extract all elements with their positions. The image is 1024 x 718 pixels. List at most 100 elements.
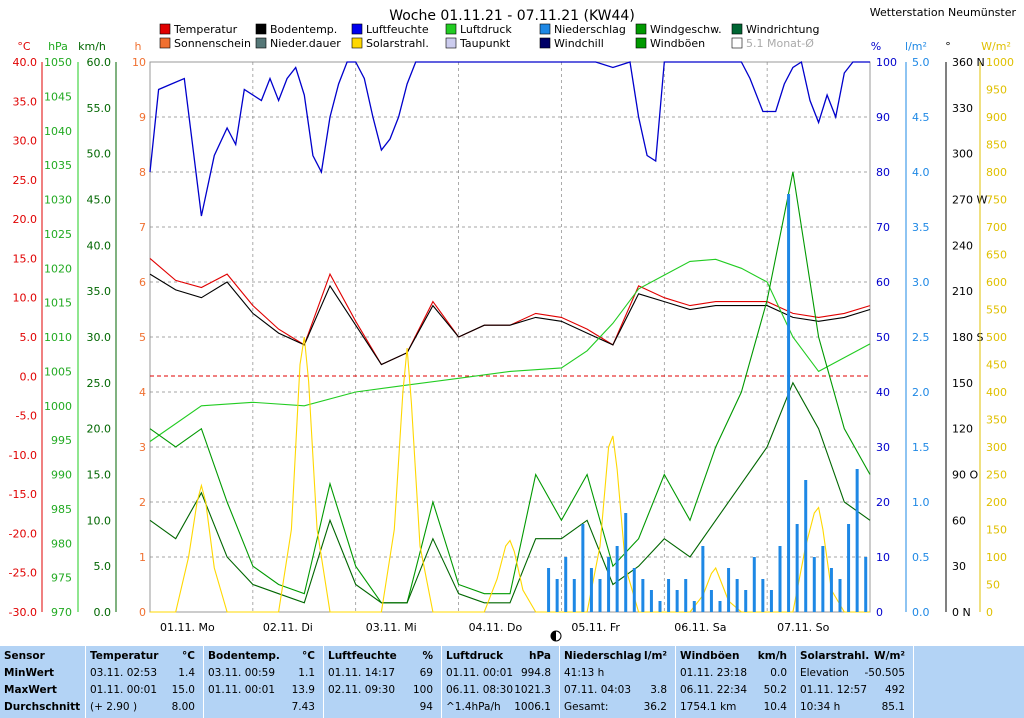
- moon-icon: [550, 630, 562, 642]
- stats-row: 41:13 h: [564, 665, 671, 682]
- legend-swatch: [351, 23, 363, 35]
- stats-label: 01.11. 00:01: [446, 667, 513, 679]
- wind-tick-label: 40.0: [87, 239, 112, 252]
- legend-swatch: [159, 37, 171, 49]
- precipitation-bar: [847, 524, 851, 612]
- stats-value: hPa: [529, 650, 551, 662]
- stats-label: Luftfeuchte: [328, 650, 397, 662]
- legend-item: Windrichtung: [731, 23, 819, 36]
- day-label: 06.11. Sa: [674, 621, 726, 634]
- legend-swatch: [445, 23, 457, 35]
- solar-tick-label: 200: [986, 496, 1007, 509]
- precipitation-bar: [855, 469, 859, 612]
- stats-row: Windböen km/h: [680, 648, 791, 665]
- stats-row: 7.43: [208, 699, 319, 716]
- stats-min-label: MinWert: [4, 667, 55, 679]
- solar-tick-label: 750: [986, 194, 1007, 207]
- stats-label: 10:34 h: [800, 701, 841, 713]
- legend-label: Windrichtung: [746, 23, 819, 36]
- stats-value: -50.505: [864, 667, 905, 679]
- pressure-tick-label: 990: [51, 469, 72, 482]
- solar-tick-label: 700: [986, 221, 1007, 234]
- wind-tick-label: 60.0: [87, 56, 112, 69]
- rain-tick-label: 5.0: [912, 56, 930, 69]
- precipitation-bar: [795, 524, 799, 612]
- stats-label: 01.11. 00:01: [208, 684, 275, 696]
- legend-item: Sonnenschein: [159, 37, 251, 50]
- series-line: [149, 258, 871, 442]
- stats-label: (+ 2.90 ): [90, 701, 138, 713]
- dir-tick-label: 60: [952, 514, 966, 527]
- stats-label: ^1.4hPa/h: [446, 701, 501, 713]
- rain-tick-label: 4.0: [912, 166, 930, 179]
- stats-column: Bodentemp. °C 03.11. 00:59 1.1 01.11. 00:01 1…: [204, 646, 324, 718]
- stats-label: 01.11. 12:57: [800, 684, 867, 696]
- solar-axis-unit: W/m²: [981, 40, 1011, 53]
- humidity-tick-label: 40: [876, 386, 890, 399]
- stats-row: Elevation -50.505: [800, 665, 909, 682]
- solar-tick-label: 400: [986, 386, 1007, 399]
- temp-tick-label: 10.0: [13, 292, 38, 305]
- rain-tick-label: 4.5: [912, 111, 930, 124]
- precipitation-bar: [769, 590, 773, 612]
- day-label: 01.11. Mo: [160, 621, 215, 634]
- chart-legend: Temperatur Bodentemp. Luftfeuchte Luftdruck…: [159, 23, 819, 50]
- temp-tick-label: -25.0: [9, 567, 37, 580]
- x-axis-labels: 01.11. Mo 02.11. Di 03.11. Mi 04.11. Do 05.1…: [160, 621, 830, 634]
- stats-value: 8.00: [171, 701, 195, 713]
- temp-tick-label: 25.0: [13, 174, 38, 187]
- precipitation-bar: [829, 568, 833, 612]
- legend-item: Taupunkt: [445, 37, 511, 50]
- stats-row: 01.11. 00:01 13.9: [208, 682, 319, 699]
- legend-swatch: [539, 23, 551, 35]
- pressure-tick-label: 995: [51, 434, 72, 447]
- precipitation-bar: [812, 557, 816, 612]
- day-label: 02.11. Di: [263, 621, 313, 634]
- series-line: [149, 60, 870, 217]
- stats-label: 03.11. 02:53: [90, 667, 157, 679]
- stats-value: °C: [302, 650, 315, 662]
- rain-axis-unit: l/m²: [905, 40, 927, 53]
- precipitation-bar: [581, 524, 585, 612]
- stats-row: 1754.1 km 10.4: [680, 699, 791, 716]
- stats-row: 02.11. 09:30 100: [328, 682, 437, 699]
- pressure-tick-label: 1020: [44, 262, 72, 275]
- precipitation-bar: [787, 194, 791, 612]
- legend-swatch: [159, 23, 171, 35]
- stats-row: 01.11. 14:17 69: [328, 665, 437, 682]
- precipitation-bar: [821, 546, 825, 612]
- pressure-tick-label: 1035: [44, 159, 72, 172]
- rain-tick-label: 2.0: [912, 386, 930, 399]
- stats-label: Elevation: [800, 667, 849, 679]
- stats-row: Gesamt: 36.2: [564, 699, 671, 716]
- stats-label: Solarstrahl.: [800, 650, 870, 662]
- legend-item: Luftdruck: [445, 23, 512, 36]
- solar-tick-label: 500: [986, 331, 1007, 344]
- temp-tick-label: -5.0: [16, 410, 37, 423]
- hours-tick-label: 10: [132, 56, 146, 69]
- stats-value: 15.0: [171, 684, 195, 696]
- temp-tick-label: 0.0: [20, 370, 38, 383]
- stats-row: 94: [328, 699, 437, 716]
- hours-tick-label: 7: [139, 221, 146, 234]
- dir-tick-label: 180 S: [952, 331, 983, 344]
- stats-label: Bodentemp.: [208, 650, 280, 662]
- legend-swatch: [255, 23, 267, 35]
- hours-tick-label: 0: [139, 606, 146, 619]
- stats-row: ^1.4hPa/h 1006.1: [446, 699, 555, 716]
- legend-item: Niederschlag: [539, 23, 626, 36]
- stats-label: 06.11. 22:34: [680, 684, 747, 696]
- precipitation-bar: [564, 557, 568, 612]
- stats-row: 03.11. 02:53 1.4: [90, 665, 199, 682]
- precipitation-bar: [547, 568, 551, 612]
- humidity-tick-label: 70: [876, 221, 890, 234]
- rain-tick-label: 3.5: [912, 221, 930, 234]
- stats-row: Bodentemp. °C: [208, 648, 319, 665]
- hours-tick-label: 2: [139, 496, 146, 509]
- hours-tick-label: 9: [139, 111, 146, 124]
- stats-label: 01.11. 00:01: [90, 684, 157, 696]
- day-label: 04.11. Do: [469, 621, 523, 634]
- stats-value: 36.2: [643, 701, 667, 713]
- stats-value: 1006.1: [514, 701, 551, 713]
- stats-label: Niederschlag: [564, 650, 642, 662]
